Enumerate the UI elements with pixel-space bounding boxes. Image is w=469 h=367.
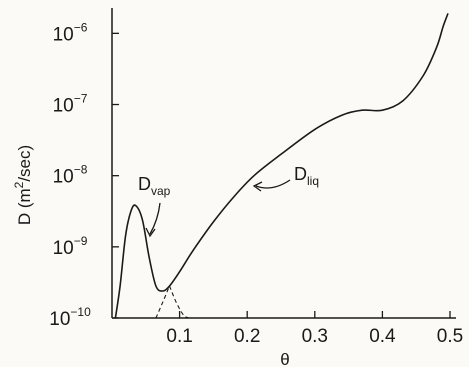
annotation-d-vap-sub: vap — [151, 184, 171, 198]
annotation-d-vap-base: D — [138, 174, 151, 194]
y-axis-title-sup: 2 — [12, 181, 26, 188]
x-tick-label: 0.4 — [369, 326, 396, 347]
series-line-d — [114, 13, 449, 319]
annotation-d-vap: Dvap — [138, 174, 171, 198]
series-line-dashed-1 — [168, 285, 189, 319]
y-tick-label-exponent: −9 — [74, 234, 88, 248]
y-tick-label-base: 10 — [49, 309, 70, 330]
y-tick-label-exponent: −8 — [74, 163, 88, 177]
y-tick-label-base: 10 — [53, 238, 74, 259]
y-tick-label-base: 10 — [53, 167, 74, 188]
y-axis-title: D (m2/sec) — [12, 145, 34, 225]
y-tick-label: 10−6 — [53, 20, 88, 45]
y-tick-label-base: 10 — [53, 24, 74, 45]
annotation-d-liq: Dliq — [294, 164, 319, 188]
y-axis-title-post: /sec) — [15, 145, 34, 182]
y-tick-label: 10−8 — [53, 163, 88, 188]
y-tick-label: 10−9 — [53, 234, 88, 259]
y-tick-label-exponent: −10 — [70, 305, 91, 319]
annotation-d-liq-base: D — [294, 164, 307, 184]
x-axis-title: θ — [280, 350, 289, 367]
x-ticks: 0.1 0.2 0.3 0.4 0.5 — [166, 311, 463, 347]
y-tick-label-exponent: −7 — [74, 92, 88, 106]
x-tick-label: 0.3 — [302, 326, 328, 347]
y-tick-label: 10−7 — [53, 92, 88, 117]
annotation-d-vap-arrowhead — [145, 227, 156, 238]
y-axis-title-pre: D (m — [15, 188, 34, 225]
x-tick-label: 0.2 — [234, 326, 260, 347]
series-line-dashed-2 — [155, 285, 171, 319]
annotation-d-vap-arrow — [149, 202, 161, 235]
annotation-d-liq-sub: liq — [307, 174, 319, 188]
series-layer — [114, 13, 449, 319]
x-tick-label: 0.1 — [166, 326, 192, 347]
y-tick-label: 10−10 — [49, 305, 91, 330]
annotation-d-liq-arrow — [255, 179, 291, 189]
y-tick-label-base: 10 — [53, 96, 74, 117]
x-tick-label: 0.5 — [437, 326, 463, 347]
y-tick-label-exponent: −6 — [74, 20, 88, 34]
annotation-d-liq-arrowhead — [252, 181, 263, 192]
